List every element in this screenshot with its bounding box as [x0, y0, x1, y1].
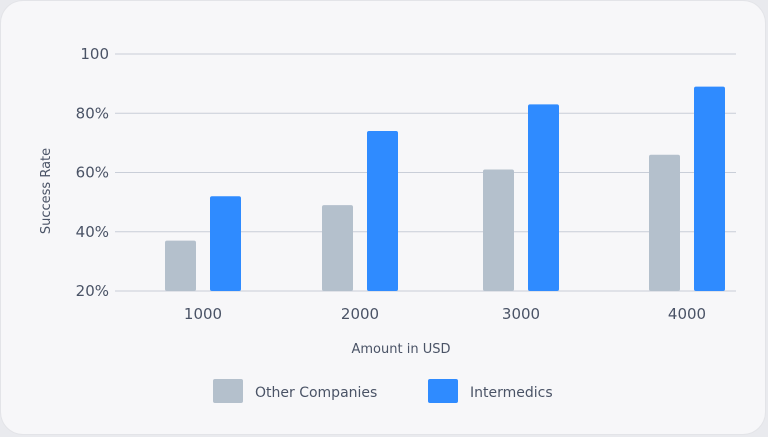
legend-swatch — [428, 379, 458, 403]
bar-intermedics-2000 — [367, 131, 398, 291]
bar-intermedics-4000 — [694, 86, 725, 292]
legend-swatch — [213, 379, 243, 403]
y-tick-label: 40% — [76, 223, 109, 241]
bar-intermedics-1000 — [210, 196, 241, 291]
bars — [165, 86, 725, 292]
legend: Other Companies Intermedics — [213, 379, 553, 403]
bar-other-companies-3000 — [483, 169, 514, 291]
legend-label: Intermedics — [470, 385, 553, 401]
x-tick-label: 1000 — [184, 305, 222, 323]
x-axis-ticks: 1000 2000 3000 4000 — [184, 305, 706, 323]
y-axis-title: Success Rate — [39, 148, 54, 234]
bar-other-companies-4000 — [649, 154, 680, 291]
y-tick-label: 100 — [80, 45, 109, 63]
legend-label: Other Companies — [255, 385, 377, 401]
gridlines — [115, 53, 736, 292]
bar-other-companies-2000 — [322, 205, 353, 291]
x-tick-label: 2000 — [341, 305, 379, 323]
x-tick-label: 4000 — [668, 305, 706, 323]
y-tick-label: 80% — [76, 104, 109, 122]
y-tick-label: 20% — [76, 282, 109, 300]
bar-other-companies-1000 — [165, 240, 196, 291]
x-axis-title: Amount in USD — [352, 342, 451, 357]
bar-intermedics-3000 — [528, 104, 559, 291]
y-axis-ticks: 20% 40% 60% 80% 100 — [76, 45, 109, 300]
x-tick-label: 3000 — [502, 305, 540, 323]
y-tick-label: 60% — [76, 164, 109, 182]
